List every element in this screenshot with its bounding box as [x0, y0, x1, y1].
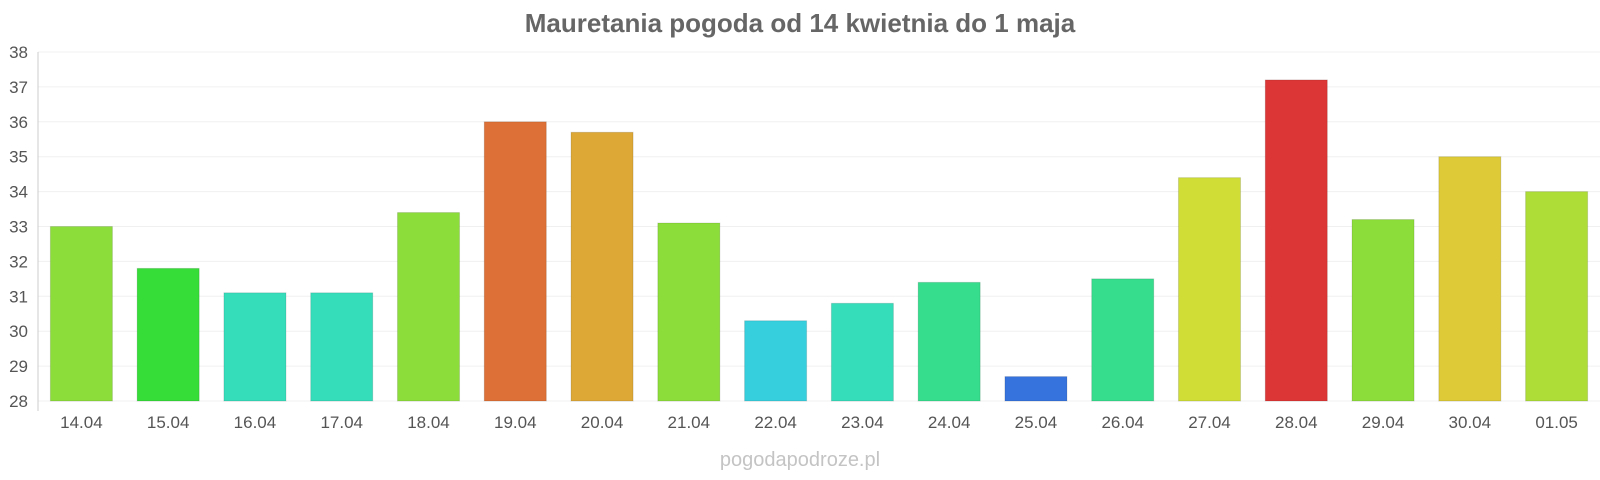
- bar-28.04[interactable]: [1264, 79, 1328, 402]
- grid-lines: [38, 51, 1600, 402]
- bar-18.04[interactable]: [396, 212, 461, 402]
- bar-29.04[interactable]: [1351, 219, 1415, 402]
- x-tick-label: 15.04: [147, 413, 190, 432]
- x-tick-label: 21.04: [668, 413, 711, 432]
- x-tick-label: 24.04: [928, 413, 971, 432]
- x-axis-ticks: 14.04 15.04 16.04 17.04 18.04 19.04 20.04 21.04…: [60, 413, 1578, 432]
- x-tick-label: 01.05: [1535, 413, 1578, 432]
- bar-24.04[interactable]: [917, 281, 981, 402]
- x-tick-label: 22.04: [754, 413, 797, 432]
- y-tick-label: 30: [9, 322, 28, 341]
- bar-14.04[interactable]: [49, 226, 113, 402]
- y-tick-label: 35: [9, 148, 28, 167]
- x-tick-label: 28.04: [1275, 413, 1318, 432]
- y-tick-label: 37: [9, 78, 28, 97]
- bar-16.04[interactable]: [223, 292, 287, 402]
- x-tick-label: 30.04: [1449, 413, 1492, 432]
- x-tick-label: 16.04: [234, 413, 277, 432]
- y-tick-label: 38: [9, 43, 28, 62]
- bar-27.04[interactable]: [1177, 177, 1242, 402]
- x-tick-label: 23.04: [841, 413, 884, 432]
- x-tick-label: 19.04: [494, 413, 537, 432]
- bars: [49, 79, 1589, 402]
- x-tick-label: 20.04: [581, 413, 624, 432]
- bar-30.04[interactable]: [1438, 156, 1502, 402]
- bar-21.04[interactable]: [657, 222, 721, 402]
- y-tick-label: 33: [9, 218, 28, 237]
- bar-17.04[interactable]: [310, 292, 374, 402]
- y-tick-label: 29: [9, 357, 28, 376]
- x-tick-label: 26.04: [1101, 413, 1144, 432]
- bar-22.04[interactable]: [744, 320, 808, 402]
- chart-title: Mauretania pogoda od 14 kwietnia do 1 ma…: [524, 8, 1076, 38]
- y-tick-label: 28: [9, 392, 28, 411]
- x-tick-label: 14.04: [60, 413, 103, 432]
- x-tick-label: 17.04: [320, 413, 363, 432]
- bar-20.04[interactable]: [570, 131, 634, 402]
- y-tick-label: 36: [9, 113, 28, 132]
- x-tick-label: 29.04: [1362, 413, 1405, 432]
- bar-23.04[interactable]: [830, 302, 894, 402]
- x-tick-label: 25.04: [1015, 413, 1058, 432]
- x-tick-label: 18.04: [407, 413, 450, 432]
- y-axis-ticks: 28 29 30 31 32 33 34 35 36 37 38: [9, 43, 28, 411]
- bar-01.05[interactable]: [1525, 191, 1589, 402]
- bar-15.04[interactable]: [136, 267, 200, 402]
- x-tick-label: 27.04: [1188, 413, 1231, 432]
- bar-26.04[interactable]: [1091, 278, 1155, 402]
- y-tick-label: 32: [9, 252, 28, 271]
- y-tick-label: 31: [9, 287, 28, 306]
- y-tick-label: 34: [9, 183, 28, 202]
- bar-19.04[interactable]: [483, 121, 547, 402]
- bar-25.04[interactable]: [1004, 376, 1068, 402]
- watermark: pogodapodroze.pl: [719, 449, 881, 471]
